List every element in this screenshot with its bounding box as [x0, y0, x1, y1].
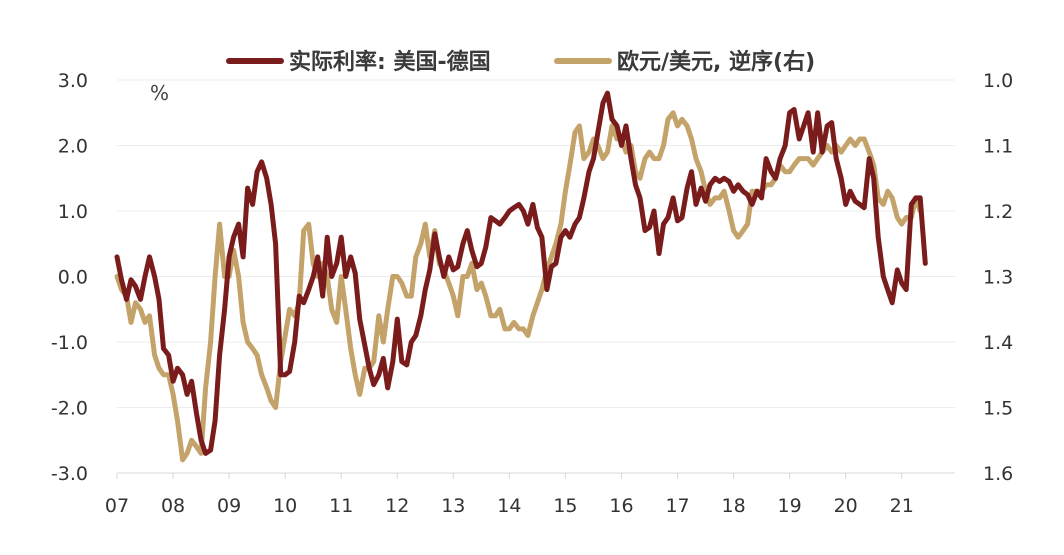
x-tick-label: 17 — [665, 495, 689, 517]
x-tick-label: 07 — [105, 495, 129, 517]
x-tick-label: 15 — [553, 495, 577, 517]
x-tick-label: 11 — [329, 495, 353, 517]
legend-item-eurusd: 欧元/美元, 逆序(右) — [554, 49, 815, 75]
right-tick-label: 1.5 — [983, 398, 1013, 420]
left-tick-label: 0.0 — [58, 267, 88, 289]
right-tick-label: 1.3 — [983, 267, 1013, 289]
right-tick-label: 1.0 — [983, 70, 1013, 92]
right-y-axis: 1.0 1.1 1.2 1.3 1.4 1.5 1.6 — [983, 70, 1013, 485]
left-tick-label: 3.0 — [58, 70, 88, 92]
legend-item-real-rate: 实际利率: 美国-德国 — [226, 49, 491, 75]
x-tick-label: 19 — [778, 495, 802, 517]
x-tick-label: 20 — [834, 495, 858, 517]
right-tick-label: 1.6 — [983, 463, 1013, 485]
left-tick-label: -2.0 — [51, 398, 88, 420]
x-tick-label: 16 — [609, 495, 633, 517]
x-tick-label: 09 — [217, 495, 241, 517]
x-tick-label: 12 — [385, 495, 409, 517]
x-tick-label: 21 — [890, 495, 914, 517]
legend-label-real-rate: 实际利率: 美国-德国 — [289, 49, 491, 75]
legend-label-eurusd: 欧元/美元, 逆序(右) — [617, 49, 815, 75]
x-axis: 07 08 09 10 11 12 13 14 15 16 17 18 19 20 21 — [105, 473, 914, 517]
left-tick-label: 1.0 — [58, 201, 88, 223]
left-y-axis: 3.0 2.0 1.0 0.0 -1.0 -2.0 -3.0 — [51, 70, 88, 485]
right-tick-label: 1.4 — [983, 332, 1013, 354]
legend: 实际利率: 美国-德国 欧元/美元, 逆序(右) — [226, 49, 815, 75]
series-line-eurusd — [114, 110, 923, 463]
right-tick-label: 1.1 — [983, 136, 1013, 158]
left-tick-label: -1.0 — [51, 332, 88, 354]
x-tick-label: 13 — [441, 495, 465, 517]
x-tick-label: 18 — [721, 495, 745, 517]
series-line-real-rate — [114, 90, 928, 456]
x-tick-label: 08 — [161, 495, 185, 517]
series-layer — [114, 90, 928, 463]
left-tick-label: 2.0 — [58, 136, 88, 158]
x-tick-label: 10 — [273, 495, 297, 517]
unit-label: % — [150, 81, 169, 105]
left-tick-label: -3.0 — [51, 463, 88, 485]
right-tick-label: 1.2 — [983, 201, 1013, 223]
x-tick-label: 14 — [497, 495, 521, 517]
